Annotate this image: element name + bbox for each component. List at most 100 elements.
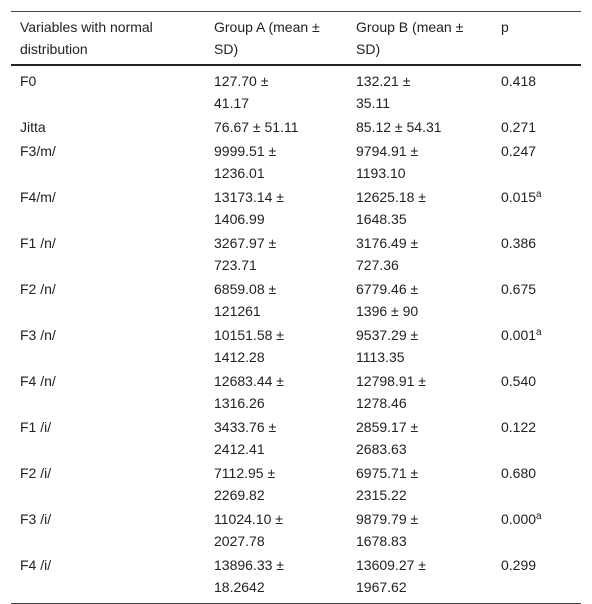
value-text: 12683.44 ± 1316.26 <box>214 373 284 411</box>
value-cell: 76.67 ± 51.11 <box>205 115 347 139</box>
variable-cell: F2 /n/ <box>20 281 56 297</box>
p-value: 0.271 <box>501 119 537 135</box>
p-value: 0.386 <box>501 235 537 251</box>
variable-cell: F3/m/ <box>20 143 56 159</box>
p-value: 0.675 <box>501 281 537 297</box>
value-text: 7112.95 ± 2269.82 <box>214 465 276 503</box>
variable-cell: F3 /n/ <box>20 327 56 343</box>
table-row: F4 /i/13896.33 ± 18.2642 13609.27 ± 1967.… <box>11 553 581 604</box>
p-note: a <box>536 189 542 200</box>
value-text: 13896.33 ± 18.2642 <box>214 557 284 595</box>
variable-cell: F1 /n/ <box>20 235 56 251</box>
variable-cell: F2 /i/ <box>20 465 52 481</box>
table-row: F0 127.70 ± 41.17 132.21 ± 35.11 0.418 <box>11 65 581 115</box>
p-cell: 0.418 <box>492 65 581 115</box>
table-row: F4 /n/12683.44 ± 1316.26 12798.91 ± 1278.… <box>11 369 581 415</box>
table-body: F0 127.70 ± 41.17 132.21 ± 35.11 0.418 Jitta… <box>11 65 581 604</box>
value-text: 3267.97 ± 723.71 <box>214 235 277 273</box>
header-cell: Variables with normal distribution <box>11 11 205 66</box>
value-cell: 6975.71 ± 2315.22 <box>347 461 492 507</box>
value-text: 12798.91 ± 1278.46 <box>356 373 426 411</box>
p-cell: 0.540 <box>492 369 581 415</box>
value-text: 3433.76 ± 2412.41 <box>214 419 277 457</box>
header-cell: Group B (mean ± SD) <box>347 11 492 66</box>
value-cell: 12798.91 ± 1278.46 <box>347 369 492 415</box>
variable-cell: Jitta <box>20 119 46 135</box>
value-cell: 2859.17 ± 2683.63 <box>347 415 492 461</box>
table-row: F1 /n/3267.97 ± 723.71 3176.49 ± 727.36 0.… <box>11 231 581 277</box>
p-cell: 0.001a <box>492 323 581 369</box>
page: {"table": { "header": ["Variables with n… <box>11 11 581 604</box>
value-cell: 9879.79 ± 1678.83 <box>347 507 492 553</box>
p-cell: 0.271 <box>492 115 581 139</box>
variable-cell: F3 /i/ <box>20 511 52 527</box>
value-cell: 127.70 ± 41.17 <box>205 65 347 115</box>
p-cell: 0.299 <box>492 553 581 604</box>
variable-cell: F1 /i/ <box>20 419 52 435</box>
value-cell: 85.12 ± 54.31 <box>347 115 492 139</box>
value-text: 3176.49 ± 727.36 <box>356 235 419 273</box>
p-value: 0.015 <box>501 189 537 205</box>
value-cell: 13896.33 ± 18.2642 <box>205 553 347 604</box>
value-text: 6975.71 ± 2315.22 <box>356 465 419 503</box>
value-cell: 9537.29 ± 1113.35 <box>347 323 492 369</box>
value-cell: 10151.58 ± 1412.28 <box>205 323 347 369</box>
table-header: Variables with normal distribution Group … <box>11 11 581 66</box>
value-cell: 9999.51 ± 1236.01 <box>205 139 347 185</box>
p-note: a <box>536 511 542 522</box>
value-text: 6779.46 ± 1396 ± 90 <box>356 281 419 319</box>
p-cell: 0.680 <box>492 461 581 507</box>
value-text: 85.12 ± 54.31 <box>356 119 442 135</box>
table-row: F1 /i/3433.76 ± 2412.41 2859.17 ± 2683.63… <box>11 415 581 461</box>
value-text: 11024.10 ± 2027.78 <box>214 511 283 549</box>
value-text: 13173.14 ± 1406.99 <box>214 189 284 227</box>
table-row: F2 /n/6859.08 ± 121261 6779.46 ± 1396 ± 9… <box>11 277 581 323</box>
value-text: 2859.17 ± 2683.63 <box>356 419 419 457</box>
value-cell: 9794.91 ± 1193.10 <box>347 139 492 185</box>
table-row: F4/m/13173.14 ± 1406.99 12625.18 ± 1648.3… <box>11 185 581 231</box>
table-row: F3/m/9999.51 ± 1236.01 9794.91 ± 1193.10 0… <box>11 139 581 185</box>
p-value: 0.122 <box>501 419 537 435</box>
header-row: Variables with normal distribution Group … <box>11 11 581 66</box>
p-note: a <box>536 327 542 338</box>
value-cell: 11024.10 ± 2027.78 <box>205 507 347 553</box>
variable-cell: F4 /i/ <box>20 557 52 573</box>
value-text: 9537.29 ± 1113.35 <box>356 327 419 365</box>
value-text: 13609.27 ± 1967.62 <box>356 557 426 595</box>
p-value: 0.247 <box>501 143 537 159</box>
value-text: 127.70 ± 41.17 <box>214 73 269 111</box>
value-cell: 13609.27 ± 1967.62 <box>347 553 492 604</box>
data-table: Variables with normal distribution Group … <box>11 11 581 604</box>
value-cell: 13173.14 ± 1406.99 <box>205 185 347 231</box>
p-value: 0.680 <box>501 465 537 481</box>
value-text: 9879.79 ± 1678.83 <box>356 511 419 549</box>
header-cell: Group A (mean ± SD) <box>205 11 347 66</box>
value-text: 132.21 ± 35.11 <box>356 73 411 111</box>
p-cell: 0.015a <box>492 185 581 231</box>
p-value: 0.540 <box>501 373 537 389</box>
value-text: 12625.18 ± 1648.35 <box>356 189 426 227</box>
p-value: 0.001 <box>501 327 537 343</box>
p-value: 0.000 <box>501 511 537 527</box>
header-cell: p <box>492 11 581 66</box>
table-row: F3 /n/10151.58 ± 1412.28 9537.29 ± 1113.3… <box>11 323 581 369</box>
table-row: F2 /i/7112.95 ± 2269.82 6975.71 ± 2315.22… <box>11 461 581 507</box>
value-cell: 7112.95 ± 2269.82 <box>205 461 347 507</box>
p-value: 0.299 <box>501 557 537 573</box>
value-cell: 3267.97 ± 723.71 <box>205 231 347 277</box>
p-cell: 0.247 <box>492 139 581 185</box>
value-cell: 132.21 ± 35.11 <box>347 65 492 115</box>
value-cell: 6779.46 ± 1396 ± 90 <box>347 277 492 323</box>
value-cell: 3433.76 ± 2412.41 <box>205 415 347 461</box>
p-cell: 0.675 <box>492 277 581 323</box>
value-cell: 3176.49 ± 727.36 <box>347 231 492 277</box>
p-value: 0.418 <box>501 73 537 89</box>
p-cell: 0.000a <box>492 507 581 553</box>
table-row: F3 /i/11024.10 ± 2027.78 9879.79 ± 1678.8… <box>11 507 581 553</box>
variable-cell: F4 /n/ <box>20 373 56 389</box>
variable-cell: F4/m/ <box>20 189 56 205</box>
p-cell: 0.386 <box>492 231 581 277</box>
value-text: 9794.91 ± 1193.10 <box>356 143 419 181</box>
value-cell: 12683.44 ± 1316.26 <box>205 369 347 415</box>
value-text: 6859.08 ± 121261 <box>214 281 277 319</box>
